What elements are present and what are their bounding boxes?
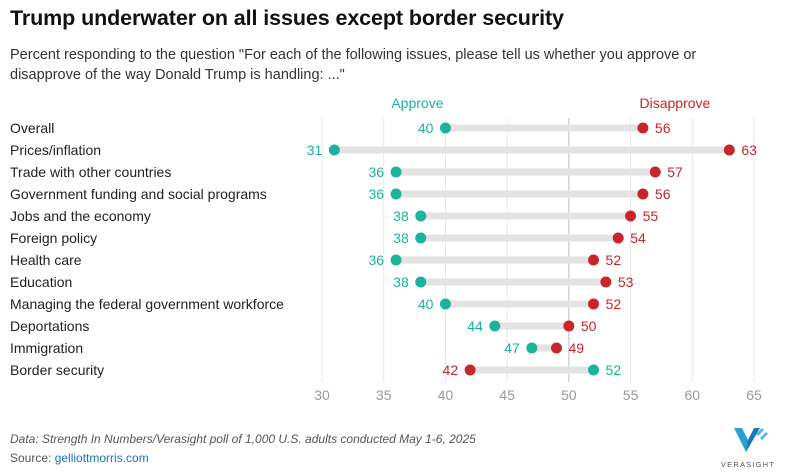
disapprove-dot [625, 210, 637, 222]
approve-dot [526, 342, 538, 354]
approve-value-label: 36 [368, 186, 384, 202]
disapprove-dot [637, 122, 649, 134]
x-tick-label: 65 [746, 387, 762, 403]
row-label: Overall [10, 120, 54, 136]
disapprove-value-label: 55 [643, 208, 659, 224]
approve-value-label: 40 [418, 120, 434, 136]
disapprove-dot [588, 254, 600, 266]
x-tick-label: 30 [314, 387, 330, 403]
x-tick-label: 50 [561, 387, 577, 403]
row-label: Health care [10, 252, 82, 268]
approve-dot [439, 122, 451, 134]
disapprove-dot [588, 298, 600, 310]
row-label: Deportations [10, 318, 89, 334]
approve-dot [489, 320, 501, 332]
x-tick-label: 45 [499, 387, 515, 403]
legend-disapprove: Disapprove [640, 95, 711, 111]
row-label: Prices/inflation [10, 142, 101, 158]
chart-title: Trump underwater on all issues except bo… [10, 6, 564, 30]
x-tick-label: 55 [623, 387, 639, 403]
source-link[interactable]: gelliottmorris.com [54, 451, 149, 465]
disapprove-value-label: 56 [655, 186, 671, 202]
disapprove-value-label: 54 [630, 230, 646, 246]
disapprove-value-label: 52 [606, 296, 622, 312]
disapprove-value-label: 63 [741, 142, 757, 158]
approve-value-label: 47 [504, 340, 520, 356]
dumbbell-chart: 30 35 40 45 50 55 60 65 Approve Disapprove Overall… [10, 95, 762, 403]
approve-value-label: 36 [368, 164, 384, 180]
approve-dot [328, 144, 340, 156]
source-note: Data: Strength In Numbers/Verasight poll… [10, 432, 476, 446]
approve-value-label: 52 [606, 362, 622, 378]
approve-value-label: 40 [418, 296, 434, 312]
approve-dot [390, 188, 402, 200]
disapprove-dot [464, 364, 476, 376]
disapprove-value-label: 57 [667, 164, 683, 180]
disapprove-value-label: 49 [569, 340, 585, 356]
approve-dot [415, 210, 427, 222]
approve-dot [390, 254, 402, 266]
row-label: Border security [10, 362, 104, 378]
approve-dot [588, 364, 600, 376]
disapprove-dot [612, 232, 624, 244]
disapprove-value-label: 52 [606, 252, 622, 268]
row-label: Foreign policy [10, 230, 97, 246]
disapprove-dot [600, 276, 612, 288]
approve-dot [415, 232, 427, 244]
approve-value-label: 38 [393, 274, 409, 290]
source-label: Source: [10, 451, 55, 465]
approve-dot [439, 298, 451, 310]
legend-approve: Approve [391, 95, 443, 111]
x-tick-label: 40 [438, 387, 454, 403]
approve-dot [415, 276, 427, 288]
disapprove-dot [563, 320, 575, 332]
disapprove-value-label: 50 [581, 318, 597, 334]
disapprove-dot [649, 166, 661, 178]
disapprove-dot [551, 342, 563, 354]
logo-wordmark: VERASIGHT [720, 460, 776, 469]
disapprove-value-label: 56 [655, 120, 671, 136]
approve-dot [390, 166, 402, 178]
chart-subtitle: Percent responding to the question "For … [10, 47, 697, 83]
x-tick-label: 60 [684, 387, 700, 403]
approve-value-label: 36 [368, 252, 384, 268]
disapprove-value-label: 53 [618, 274, 634, 290]
approve-value-label: 38 [393, 208, 409, 224]
row-label: Education [10, 274, 72, 290]
x-tick-label: 35 [376, 387, 392, 403]
row-label: Immigration [10, 340, 83, 356]
row-label: Jobs and the economy [10, 208, 151, 224]
verasight-logo-icon [734, 428, 768, 452]
verasight-logo: VERASIGHT [716, 424, 780, 472]
disapprove-value-label: 42 [443, 362, 459, 378]
source-row: Source: gelliottmorris.com [10, 451, 149, 465]
row-label: Trade with other countries [10, 164, 171, 180]
row-label: Managing the federal government workforc… [10, 296, 284, 312]
row-label: Government funding and social programs [10, 186, 267, 202]
disapprove-dot [723, 144, 735, 156]
approve-value-label: 44 [467, 318, 483, 334]
disapprove-dot [637, 188, 649, 200]
approve-value-label: 38 [393, 230, 409, 246]
approve-value-label: 31 [307, 142, 323, 158]
